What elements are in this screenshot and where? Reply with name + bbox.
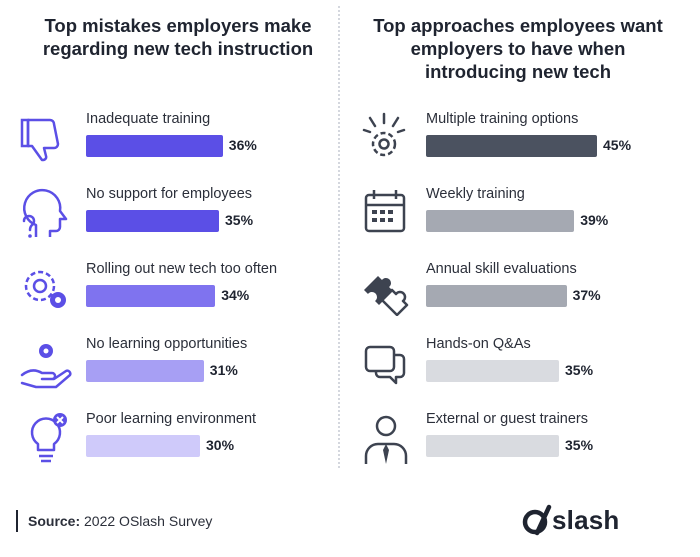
bar (86, 360, 204, 382)
bar-label: No learning opportunities (86, 336, 248, 352)
right-chart-title: Top approaches employees want employers … (373, 15, 663, 82)
bar-label: External or guest trainers (426, 411, 588, 427)
bar (86, 210, 219, 232)
bar (426, 210, 575, 232)
bar (426, 435, 559, 457)
left-chart-title: Top mistakes employers make regarding ne… (42, 15, 314, 59)
bar-row: Hands-on Q&As 35% (358, 333, 688, 393)
bar-value-label: 45% (603, 137, 632, 153)
thumbs-down-icon (18, 110, 74, 166)
bar (86, 285, 216, 307)
puzzle-icon (358, 260, 414, 317)
source-note: Source: 2022 OSlash Survey (28, 513, 212, 529)
bar-row: Weekly training 39% (358, 183, 688, 243)
bar-row: No learning opportunities 31% (18, 333, 348, 393)
chat-bubbles-icon (358, 335, 414, 391)
bar (426, 360, 559, 382)
bar (426, 285, 567, 307)
head-question-icon (18, 185, 74, 241)
bar (86, 435, 200, 457)
source-text: 2022 OSlash Survey (84, 513, 213, 529)
hand-gear-icon (18, 335, 74, 391)
bar-value-label: 35% (225, 212, 254, 228)
bar-value-label: 30% (206, 437, 235, 453)
bar-label: Annual skill evaluations (426, 261, 577, 277)
bar-row: Multiple training options 45% (358, 108, 688, 168)
bar-label: Multiple training options (426, 111, 579, 127)
bar-label: Inadequate training (86, 111, 211, 127)
bar-label: Poor learning environment (86, 411, 257, 427)
bar-value-label: 39% (580, 212, 609, 228)
bar-value-label: 37% (572, 287, 601, 303)
gear-burst-icon (358, 110, 414, 166)
bar-row: Poor learning environment 30% (18, 408, 348, 468)
bar-label: Weekly training (426, 186, 525, 202)
bar-value-label: 36% (228, 137, 257, 153)
bar (426, 135, 597, 157)
oslash-logo-mark (522, 504, 552, 536)
lightbulb-x-icon (18, 410, 74, 466)
bar-row: Rolling out new tech too often 34% (18, 258, 348, 318)
bar-label: No support for employees (86, 186, 253, 202)
gears-icon (18, 260, 74, 316)
bar (86, 135, 223, 157)
footer-rule (16, 510, 18, 532)
bar-label: Hands-on Q&As (426, 336, 531, 352)
bar-label: Rolling out new tech too often (86, 261, 278, 277)
person-tie-icon (358, 410, 414, 466)
calendar-icon (358, 185, 414, 241)
bar-row: External or guest trainers 35% (358, 408, 688, 468)
bar-value-label: 35% (565, 362, 594, 378)
bar-value-label: 31% (209, 362, 238, 378)
bar-value-label: 34% (221, 287, 250, 303)
bar-row: No support for employees 35% (18, 183, 348, 243)
bar-row: Annual skill evaluations 37% (358, 258, 688, 318)
brand-logo-text: slash (552, 505, 620, 535)
column-divider (338, 6, 340, 468)
bar-value-label: 35% (565, 437, 594, 453)
source-label: Source: (28, 513, 81, 529)
bar-row: Inadequate training 36% (18, 108, 348, 168)
